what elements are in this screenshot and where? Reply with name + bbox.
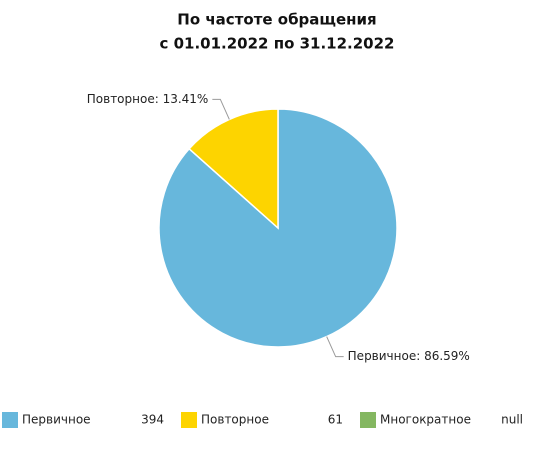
legend-count: null (501, 413, 523, 427)
chart-subtitle: с 01.01.2022 по 31.12.2022 (159, 35, 394, 53)
legend-label: Многократное (380, 413, 471, 427)
legend-swatch (181, 412, 197, 428)
legend-label: Первичное (22, 413, 91, 427)
label-leader (326, 336, 344, 358)
legend-swatch (360, 412, 376, 428)
legend-count: 61 (328, 413, 343, 427)
legend-label: Повторное (201, 413, 269, 427)
label-leader (212, 98, 230, 120)
slice-label: Повторное: 13.41% (87, 92, 209, 106)
legend-swatch (2, 412, 18, 428)
legend-count: 394 (141, 413, 164, 427)
slice-label: Первичное: 86.59% (348, 349, 470, 363)
chart-title: По частоте обращения (177, 11, 376, 29)
